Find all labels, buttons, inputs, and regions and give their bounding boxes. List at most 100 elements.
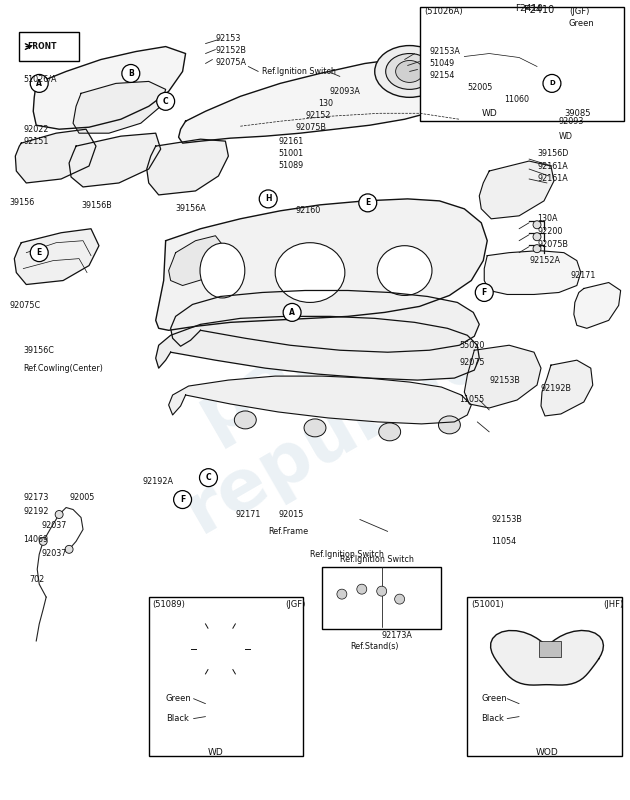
Text: 92161A: 92161A bbox=[537, 174, 568, 183]
Bar bbox=[539, 641, 561, 657]
Text: 92005: 92005 bbox=[69, 493, 94, 502]
Text: 39085: 39085 bbox=[564, 109, 590, 118]
Ellipse shape bbox=[203, 633, 238, 665]
Ellipse shape bbox=[379, 423, 401, 441]
Text: WD: WD bbox=[559, 132, 573, 141]
Text: Ref.Ignition Switch: Ref.Ignition Switch bbox=[310, 550, 384, 559]
Ellipse shape bbox=[212, 641, 229, 657]
Polygon shape bbox=[484, 250, 581, 294]
Text: WD: WD bbox=[481, 109, 497, 118]
Text: (51089): (51089) bbox=[152, 599, 186, 609]
Text: Ref.Frame: Ref.Frame bbox=[268, 527, 308, 536]
Text: 92153B: 92153B bbox=[490, 375, 520, 385]
Text: 92015: 92015 bbox=[278, 510, 304, 519]
Polygon shape bbox=[552, 66, 617, 118]
Circle shape bbox=[30, 74, 48, 92]
Ellipse shape bbox=[234, 411, 256, 429]
Ellipse shape bbox=[364, 585, 386, 603]
Text: Green: Green bbox=[166, 694, 192, 703]
Ellipse shape bbox=[377, 246, 432, 295]
Polygon shape bbox=[491, 630, 604, 685]
Text: B: B bbox=[128, 69, 134, 78]
Bar bbox=[149, 597, 303, 757]
Text: 92161: 92161 bbox=[278, 137, 304, 146]
Bar bbox=[420, 6, 624, 122]
Ellipse shape bbox=[275, 242, 345, 302]
Circle shape bbox=[39, 538, 47, 546]
Text: 11055: 11055 bbox=[459, 395, 484, 405]
Text: F: F bbox=[180, 495, 185, 504]
Text: Ref.Ignition Switch: Ref.Ignition Switch bbox=[340, 554, 414, 564]
Ellipse shape bbox=[579, 78, 598, 94]
Text: 92173A: 92173A bbox=[382, 631, 413, 641]
Circle shape bbox=[533, 245, 541, 253]
Circle shape bbox=[394, 594, 404, 604]
Polygon shape bbox=[574, 282, 621, 328]
Circle shape bbox=[200, 469, 217, 486]
Text: C: C bbox=[205, 473, 211, 482]
Text: 92075B: 92075B bbox=[537, 240, 568, 249]
Text: 92160: 92160 bbox=[295, 206, 320, 215]
Circle shape bbox=[157, 92, 175, 110]
Text: (JHF): (JHF) bbox=[604, 599, 624, 609]
Circle shape bbox=[357, 584, 367, 594]
Text: 130: 130 bbox=[318, 99, 333, 108]
Circle shape bbox=[475, 283, 493, 302]
Ellipse shape bbox=[570, 71, 608, 102]
Text: 51001: 51001 bbox=[278, 149, 303, 158]
Ellipse shape bbox=[200, 243, 245, 298]
Circle shape bbox=[337, 589, 347, 599]
Text: 52005: 52005 bbox=[467, 83, 493, 92]
Text: WD: WD bbox=[207, 748, 223, 757]
Text: 92153B: 92153B bbox=[491, 515, 522, 524]
Text: 14069: 14069 bbox=[23, 535, 49, 544]
Text: 702: 702 bbox=[29, 574, 45, 584]
Text: 92075: 92075 bbox=[459, 358, 485, 366]
Text: 39156B: 39156B bbox=[81, 202, 112, 210]
Text: 92192A: 92192A bbox=[143, 477, 174, 486]
Circle shape bbox=[543, 74, 561, 92]
Polygon shape bbox=[325, 571, 415, 621]
Text: 11054: 11054 bbox=[491, 537, 517, 546]
Polygon shape bbox=[156, 199, 487, 330]
Circle shape bbox=[30, 244, 48, 262]
Text: (JGF): (JGF) bbox=[285, 599, 306, 609]
Polygon shape bbox=[15, 129, 96, 183]
Text: E: E bbox=[37, 248, 42, 257]
Text: 55020: 55020 bbox=[459, 341, 484, 350]
Text: FRONT: FRONT bbox=[27, 42, 57, 51]
Text: 51026/A: 51026/A bbox=[23, 75, 57, 84]
Ellipse shape bbox=[386, 54, 433, 90]
Ellipse shape bbox=[375, 46, 444, 98]
Text: (JGF): (JGF) bbox=[569, 7, 589, 16]
Polygon shape bbox=[169, 376, 471, 424]
Text: 92192B: 92192B bbox=[541, 383, 572, 393]
Text: 92151: 92151 bbox=[23, 137, 49, 146]
Text: 92154: 92154 bbox=[430, 71, 455, 80]
Text: 51089: 51089 bbox=[278, 161, 304, 170]
Polygon shape bbox=[156, 316, 479, 380]
Text: WOD: WOD bbox=[536, 748, 558, 757]
Text: 92171: 92171 bbox=[236, 510, 261, 519]
Text: Black: Black bbox=[166, 714, 188, 723]
Circle shape bbox=[533, 233, 541, 241]
Text: Green: Green bbox=[569, 19, 595, 28]
Circle shape bbox=[377, 586, 387, 596]
Text: Ref.Stand(s): Ref.Stand(s) bbox=[350, 642, 398, 651]
Polygon shape bbox=[479, 161, 554, 219]
Circle shape bbox=[260, 190, 277, 208]
Bar bbox=[467, 597, 622, 757]
Ellipse shape bbox=[531, 646, 563, 672]
Ellipse shape bbox=[538, 652, 556, 666]
Circle shape bbox=[65, 546, 73, 554]
Text: Black: Black bbox=[481, 714, 504, 723]
Bar bbox=[20, 32, 79, 62]
Text: 39156A: 39156A bbox=[176, 204, 207, 214]
Polygon shape bbox=[464, 346, 541, 408]
Ellipse shape bbox=[438, 416, 461, 434]
Text: 130A: 130A bbox=[537, 214, 558, 223]
Text: A: A bbox=[37, 79, 42, 88]
Text: 39156D: 39156D bbox=[537, 149, 568, 158]
Text: 51049: 51049 bbox=[430, 59, 455, 68]
Ellipse shape bbox=[396, 61, 423, 82]
